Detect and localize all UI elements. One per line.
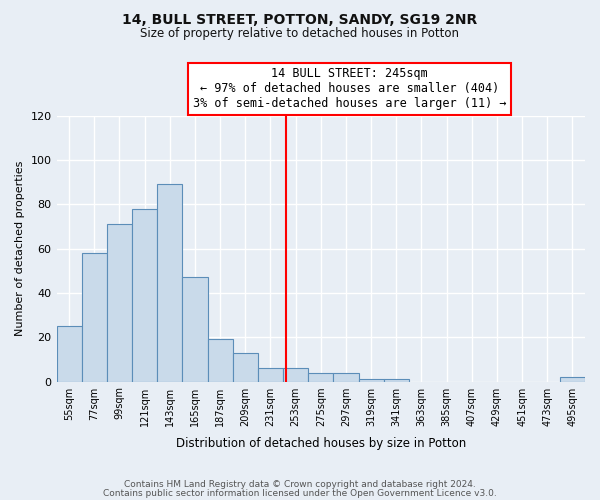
Bar <box>383 380 409 382</box>
Bar <box>107 224 132 382</box>
Bar <box>258 368 283 382</box>
Bar <box>82 253 107 382</box>
Bar <box>334 372 359 382</box>
Text: Contains HM Land Registry data © Crown copyright and database right 2024.: Contains HM Land Registry data © Crown c… <box>124 480 476 489</box>
Text: 14, BULL STREET, POTTON, SANDY, SG19 2NR: 14, BULL STREET, POTTON, SANDY, SG19 2NR <box>122 12 478 26</box>
Bar <box>359 380 383 382</box>
Bar <box>132 208 157 382</box>
Bar <box>308 372 334 382</box>
X-axis label: Distribution of detached houses by size in Potton: Distribution of detached houses by size … <box>176 437 466 450</box>
Text: Contains public sector information licensed under the Open Government Licence v3: Contains public sector information licen… <box>103 488 497 498</box>
Y-axis label: Number of detached properties: Number of detached properties <box>15 161 25 336</box>
Bar <box>182 278 208 382</box>
Text: 14 BULL STREET: 245sqm
← 97% of detached houses are smaller (404)
3% of semi-det: 14 BULL STREET: 245sqm ← 97% of detached… <box>193 68 506 110</box>
Bar <box>56 326 82 382</box>
Text: Size of property relative to detached houses in Potton: Size of property relative to detached ho… <box>140 28 460 40</box>
Bar <box>157 184 182 382</box>
Bar <box>560 377 585 382</box>
Bar <box>233 352 258 382</box>
Bar <box>208 340 233 382</box>
Bar <box>283 368 308 382</box>
